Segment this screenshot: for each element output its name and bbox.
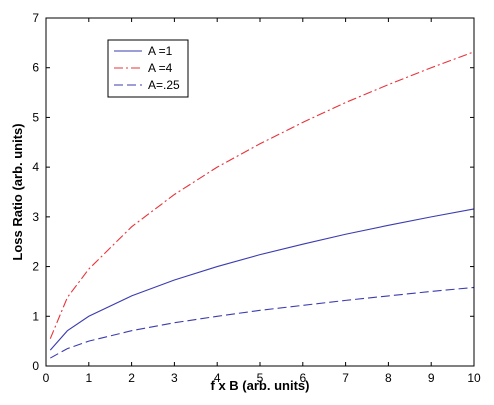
x-tick-label: 7 [342, 371, 349, 385]
axes-layer: 0 1 2 3 4 5 6 7 8 9 10 0 1 2 3 4 5 6 7 [32, 11, 481, 385]
legend-label-2: A =4 [148, 61, 173, 75]
legend-label-1: A =1 [148, 44, 173, 58]
x-axis-title: f x B (arb. units) [211, 378, 310, 393]
x-tick-label: 10 [467, 371, 481, 385]
x-tick-label: 8 [385, 371, 392, 385]
series-line-2 [49, 51, 475, 339]
y-tick-label: 0 [32, 359, 39, 373]
y-tick-label: 2 [32, 260, 39, 274]
series-line-3 [50, 286, 475, 359]
x-tick-label: 5 [257, 371, 264, 385]
y-tick-label: 5 [32, 110, 39, 124]
y-tick-label: 1 [32, 309, 39, 323]
x-tick-label: 2 [128, 371, 135, 385]
y-tick-label: 6 [32, 61, 39, 75]
x-tick-label: 6 [299, 371, 306, 385]
legend: A =1 A =4 A=.25 [107, 39, 189, 98]
y-tick-label: 7 [32, 11, 39, 25]
x-tick-label: 1 [85, 371, 92, 385]
y-tick-label: 4 [32, 160, 39, 174]
y-tick-label: 3 [32, 210, 39, 224]
x-tick-label: 0 [43, 371, 50, 385]
x-tick-label: 9 [428, 371, 435, 385]
legend-label-3: A=.25 [148, 78, 180, 92]
x-tick-label: 3 [171, 371, 178, 385]
series-line-1 [49, 208, 475, 351]
y-axis-title: Loss Ratio (arb. units) [10, 123, 25, 260]
x-tick-label: 4 [214, 371, 221, 385]
plot-layer [49, 51, 475, 359]
